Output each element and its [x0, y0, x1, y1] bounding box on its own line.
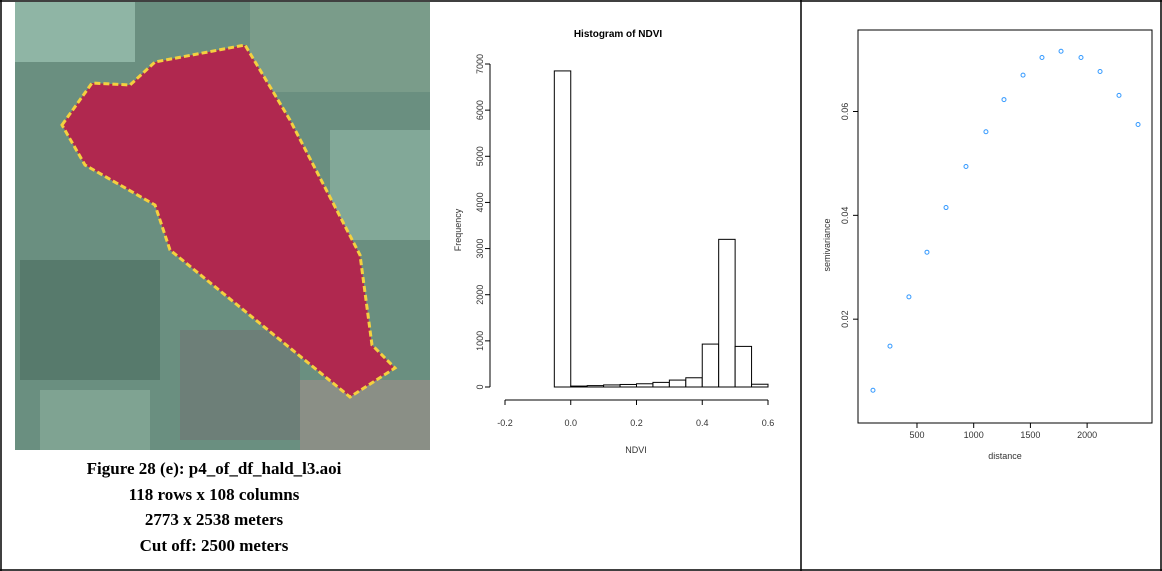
data-point — [906, 294, 912, 300]
y-tick-label: 0.06 — [840, 103, 850, 121]
x-tick-label: 500 — [909, 430, 924, 440]
bar — [668, 379, 687, 388]
x-tick-label: 1000 — [964, 430, 984, 440]
y-tick-label: 3000 — [475, 239, 485, 259]
x-tick-label: 0.4 — [696, 418, 709, 428]
y-tick-label: 0 — [475, 384, 485, 389]
x-axis-label: distance — [988, 451, 1022, 461]
x-tick-label: -0.2 — [497, 418, 513, 428]
chart-title: Histogram of NDVI — [574, 29, 663, 40]
x-axis-label: NDVI — [625, 445, 647, 455]
y-tick-label: 0.04 — [840, 207, 850, 225]
bar — [685, 377, 703, 388]
bar — [751, 383, 769, 388]
caption-line: Cut off: 2500 meters — [140, 536, 289, 555]
data-point — [870, 387, 876, 393]
data-point — [1116, 92, 1122, 98]
bar — [718, 238, 736, 388]
y-tick-label: 4000 — [475, 192, 485, 212]
caption-line: 2773 x 2538 meters — [145, 510, 284, 529]
bar — [701, 343, 720, 388]
y-tick-label: 1000 — [475, 331, 485, 351]
x-tick-label: 1500 — [1020, 430, 1040, 440]
x-tick-label: 0.2 — [630, 418, 643, 428]
data-point — [887, 343, 893, 349]
data-point — [1097, 69, 1103, 75]
caption-line: Figure 28 (e): p4_of_df_hald_l3.aoi — [87, 459, 342, 478]
plot-frame — [857, 29, 1153, 424]
data-point — [1020, 72, 1026, 78]
y-axis-label: Frequency — [453, 208, 463, 251]
data-point — [1078, 55, 1084, 61]
y-tick-label: 6000 — [475, 100, 485, 120]
bar — [586, 385, 605, 388]
y-axis-label: semivariance — [822, 218, 832, 271]
x-tick-label: 0.0 — [564, 418, 577, 428]
data-point — [943, 205, 949, 211]
y-tick-label: 5000 — [475, 146, 485, 166]
caption-line: 118 rows x 108 columns — [129, 485, 300, 504]
satellite-image — [15, 2, 430, 450]
bar — [603, 384, 621, 388]
y-tick-label: 2000 — [475, 285, 485, 305]
x-tick-label: 0.6 — [762, 418, 775, 428]
bar — [619, 383, 637, 388]
bar — [570, 385, 588, 388]
bar — [734, 345, 753, 388]
y-tick-label: 7000 — [475, 54, 485, 74]
bar — [636, 383, 654, 388]
data-point — [1001, 97, 1007, 103]
data-point — [983, 129, 989, 135]
data-point — [1039, 55, 1045, 61]
data-point — [1135, 121, 1141, 127]
bar — [553, 70, 572, 388]
bar — [652, 381, 670, 388]
data-point — [1058, 48, 1064, 54]
data-point — [924, 249, 930, 255]
y-tick-label: 0.02 — [840, 310, 850, 328]
data-point — [963, 164, 969, 170]
x-tick-label: 2000 — [1077, 430, 1097, 440]
